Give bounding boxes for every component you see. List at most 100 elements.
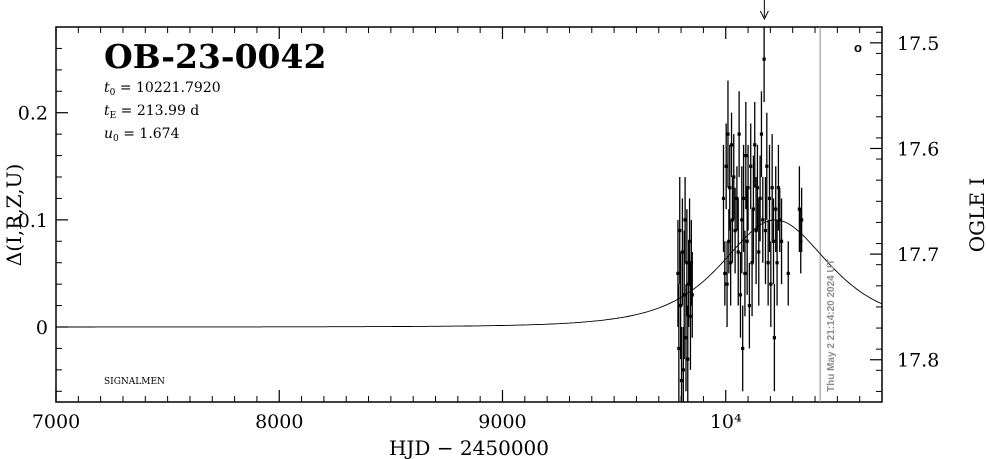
x-tick-label: 8000 xyxy=(255,411,303,433)
data-point xyxy=(763,228,768,233)
data-points-layer xyxy=(676,27,804,402)
data-point xyxy=(729,143,734,147)
data-point xyxy=(754,228,758,233)
time-marker-layer xyxy=(759,0,821,402)
y-axis-label-right: OGLE I xyxy=(965,178,986,253)
data-point xyxy=(799,239,803,243)
event-title: OB-23-0042 xyxy=(104,37,326,76)
param-t0: t0 = 10221.7920 xyxy=(104,80,221,98)
data-point xyxy=(778,218,782,222)
data-point xyxy=(733,228,737,233)
plot-frame-box xyxy=(55,26,883,403)
data-point xyxy=(727,239,731,243)
data-point xyxy=(771,239,776,243)
data-point xyxy=(775,261,779,265)
param-u0-sub: 0 xyxy=(113,134,119,144)
param-u0-var: u xyxy=(104,126,113,142)
data-point xyxy=(724,164,728,168)
x-tick-label: 9000 xyxy=(478,411,526,433)
data-point xyxy=(689,261,693,265)
data-point xyxy=(687,282,691,286)
y-right-tick-label: 17.8 xyxy=(897,350,939,372)
y-left-tick-label: 0 xyxy=(36,317,48,339)
data-point xyxy=(743,271,747,276)
data-point xyxy=(736,250,740,254)
data-point xyxy=(759,132,764,136)
param-te-value: 213.99 d xyxy=(137,103,199,119)
data-point xyxy=(765,164,769,168)
data-point xyxy=(723,271,727,276)
x-tick-label: 10⁴ xyxy=(710,411,742,433)
data-point xyxy=(729,261,733,265)
data-point xyxy=(755,186,760,190)
data-point xyxy=(688,314,693,318)
timestamp-label: Thu May 2 21:14:20 2024 UT xyxy=(826,259,837,392)
data-point xyxy=(740,218,744,222)
param-te-sub: E xyxy=(110,111,117,121)
param-te: tE = 213.99 d xyxy=(104,103,199,121)
param-t0-sub: 0 xyxy=(110,88,116,98)
param-t0-value: 10221.7920 xyxy=(136,80,221,96)
data-point xyxy=(762,57,766,61)
data-point xyxy=(776,186,781,190)
data-point xyxy=(757,250,761,254)
data-point xyxy=(769,282,773,286)
data-point xyxy=(680,250,685,254)
data-point xyxy=(687,239,692,243)
data-point xyxy=(749,164,753,168)
data-point xyxy=(681,368,685,372)
param-t0-var: t xyxy=(104,80,110,96)
y-left-tick-label: 0.1 xyxy=(18,210,48,232)
data-point xyxy=(758,196,762,201)
data-point xyxy=(772,336,776,340)
y-right-tick-label: 17.6 xyxy=(897,138,939,160)
data-point xyxy=(800,218,804,222)
x-tick-label: 7000 xyxy=(32,411,80,433)
param-u0: u0 = 1.674 xyxy=(104,126,180,144)
y-right-tick-label: 17.7 xyxy=(897,244,939,266)
data-point xyxy=(741,346,745,351)
data-point xyxy=(741,196,746,201)
data-point xyxy=(797,207,801,211)
data-point xyxy=(751,207,756,211)
plot-frame xyxy=(55,26,883,403)
signalmen-label: SIGNALMEN xyxy=(104,377,165,387)
y-axis-label-left: Δ(I,R,Z,U) xyxy=(2,164,26,266)
ticks-layer: 7000 8000 9000 10⁴ 0 0.1 0.2 17.5 17.6 17.7 17.8 xyxy=(18,27,939,433)
data-point xyxy=(682,293,686,297)
data-point xyxy=(747,303,751,308)
data-point xyxy=(750,261,754,265)
y-right-tick-label: 17.5 xyxy=(897,33,939,55)
data-point xyxy=(677,346,681,351)
data-point xyxy=(761,218,765,222)
data-point xyxy=(726,132,730,136)
data-point xyxy=(735,196,739,201)
data-point xyxy=(686,357,690,361)
data-point xyxy=(678,228,682,233)
data-point xyxy=(684,336,688,340)
data-point xyxy=(730,218,735,222)
data-point xyxy=(753,143,757,147)
model-curve-layer xyxy=(56,219,883,328)
data-point xyxy=(725,282,729,286)
data-point xyxy=(786,271,790,276)
data-point xyxy=(679,303,683,308)
data-point xyxy=(685,261,689,265)
data-point xyxy=(744,153,748,158)
model-curve xyxy=(56,219,883,328)
param-u0-value: 1.674 xyxy=(139,126,179,142)
data-point xyxy=(767,196,772,201)
data-point xyxy=(690,293,694,297)
x-axis-label: HJD − 2450000 xyxy=(389,436,549,459)
param-te-var: t xyxy=(104,103,110,119)
data-point xyxy=(766,261,770,265)
data-point xyxy=(732,175,736,179)
data-point xyxy=(746,186,750,190)
y-left-tick-label: 0.2 xyxy=(18,103,48,125)
legend-symbol: o xyxy=(854,40,862,55)
data-point xyxy=(779,239,784,243)
data-point xyxy=(737,132,741,136)
peak-arrow-head xyxy=(759,10,769,21)
data-point xyxy=(676,271,680,276)
